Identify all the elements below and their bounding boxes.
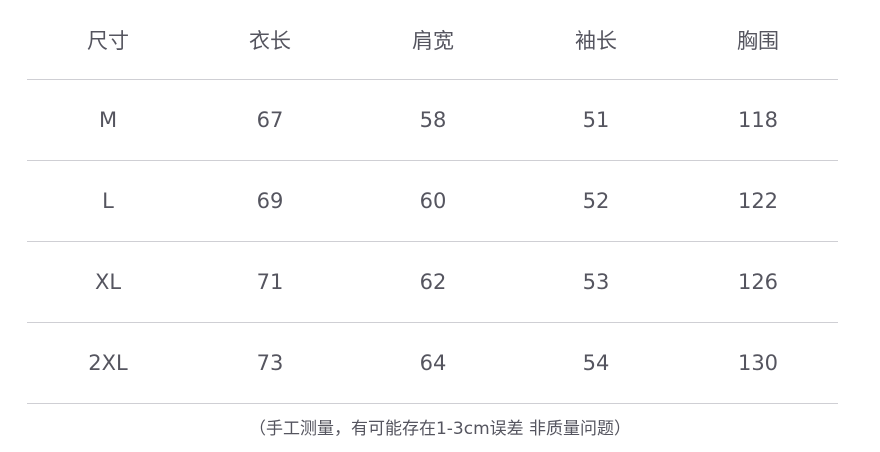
table-cell: 52 — [582, 189, 610, 213]
table-cell: 71 — [256, 270, 284, 294]
table-cell: 126 — [737, 270, 779, 294]
table-row: 2XL 73 64 54 130 — [27, 323, 838, 404]
table-cell: 67 — [256, 108, 284, 132]
table-cell: 73 — [256, 351, 284, 375]
header-cell: 肩宽 — [412, 28, 454, 53]
table-cell: 60 — [419, 189, 447, 213]
table-cell: 2XL — [88, 351, 128, 375]
table-cell: 122 — [737, 189, 779, 213]
table-header-row: 尺寸 衣长 肩宽 袖长 胸围 — [27, 0, 838, 80]
header-cell: 尺寸 — [87, 28, 129, 53]
table-cell: 58 — [419, 108, 447, 132]
table-cell: 62 — [419, 270, 447, 294]
header-cell: 袖长 — [575, 28, 617, 53]
table-cell: 118 — [737, 108, 779, 132]
table-cell: M — [98, 108, 118, 132]
table-cell: 69 — [256, 189, 284, 213]
table-row: L 69 60 52 122 — [27, 161, 838, 242]
table-cell: 64 — [419, 351, 447, 375]
header-cell: 衣长 — [249, 28, 291, 53]
table-cell: 54 — [582, 351, 610, 375]
table-cell: L — [102, 189, 114, 213]
table-cell: XL — [94, 270, 122, 294]
table-cell: 51 — [582, 108, 610, 132]
table-row: XL 71 62 53 126 — [27, 242, 838, 323]
header-cell: 胸围 — [737, 28, 779, 53]
table-row: M 67 58 51 118 — [27, 80, 838, 161]
table-cell: 130 — [737, 351, 779, 375]
size-chart-table: 尺寸 衣长 肩宽 袖长 胸围 M 67 58 51 118 L 69 60 52 122 XL 71 62 53 12… — [27, 0, 838, 404]
table-cell: 53 — [582, 270, 610, 294]
measurement-note: （手工测量，有可能存在1-3cm误差 非质量问题） — [248, 419, 632, 439]
